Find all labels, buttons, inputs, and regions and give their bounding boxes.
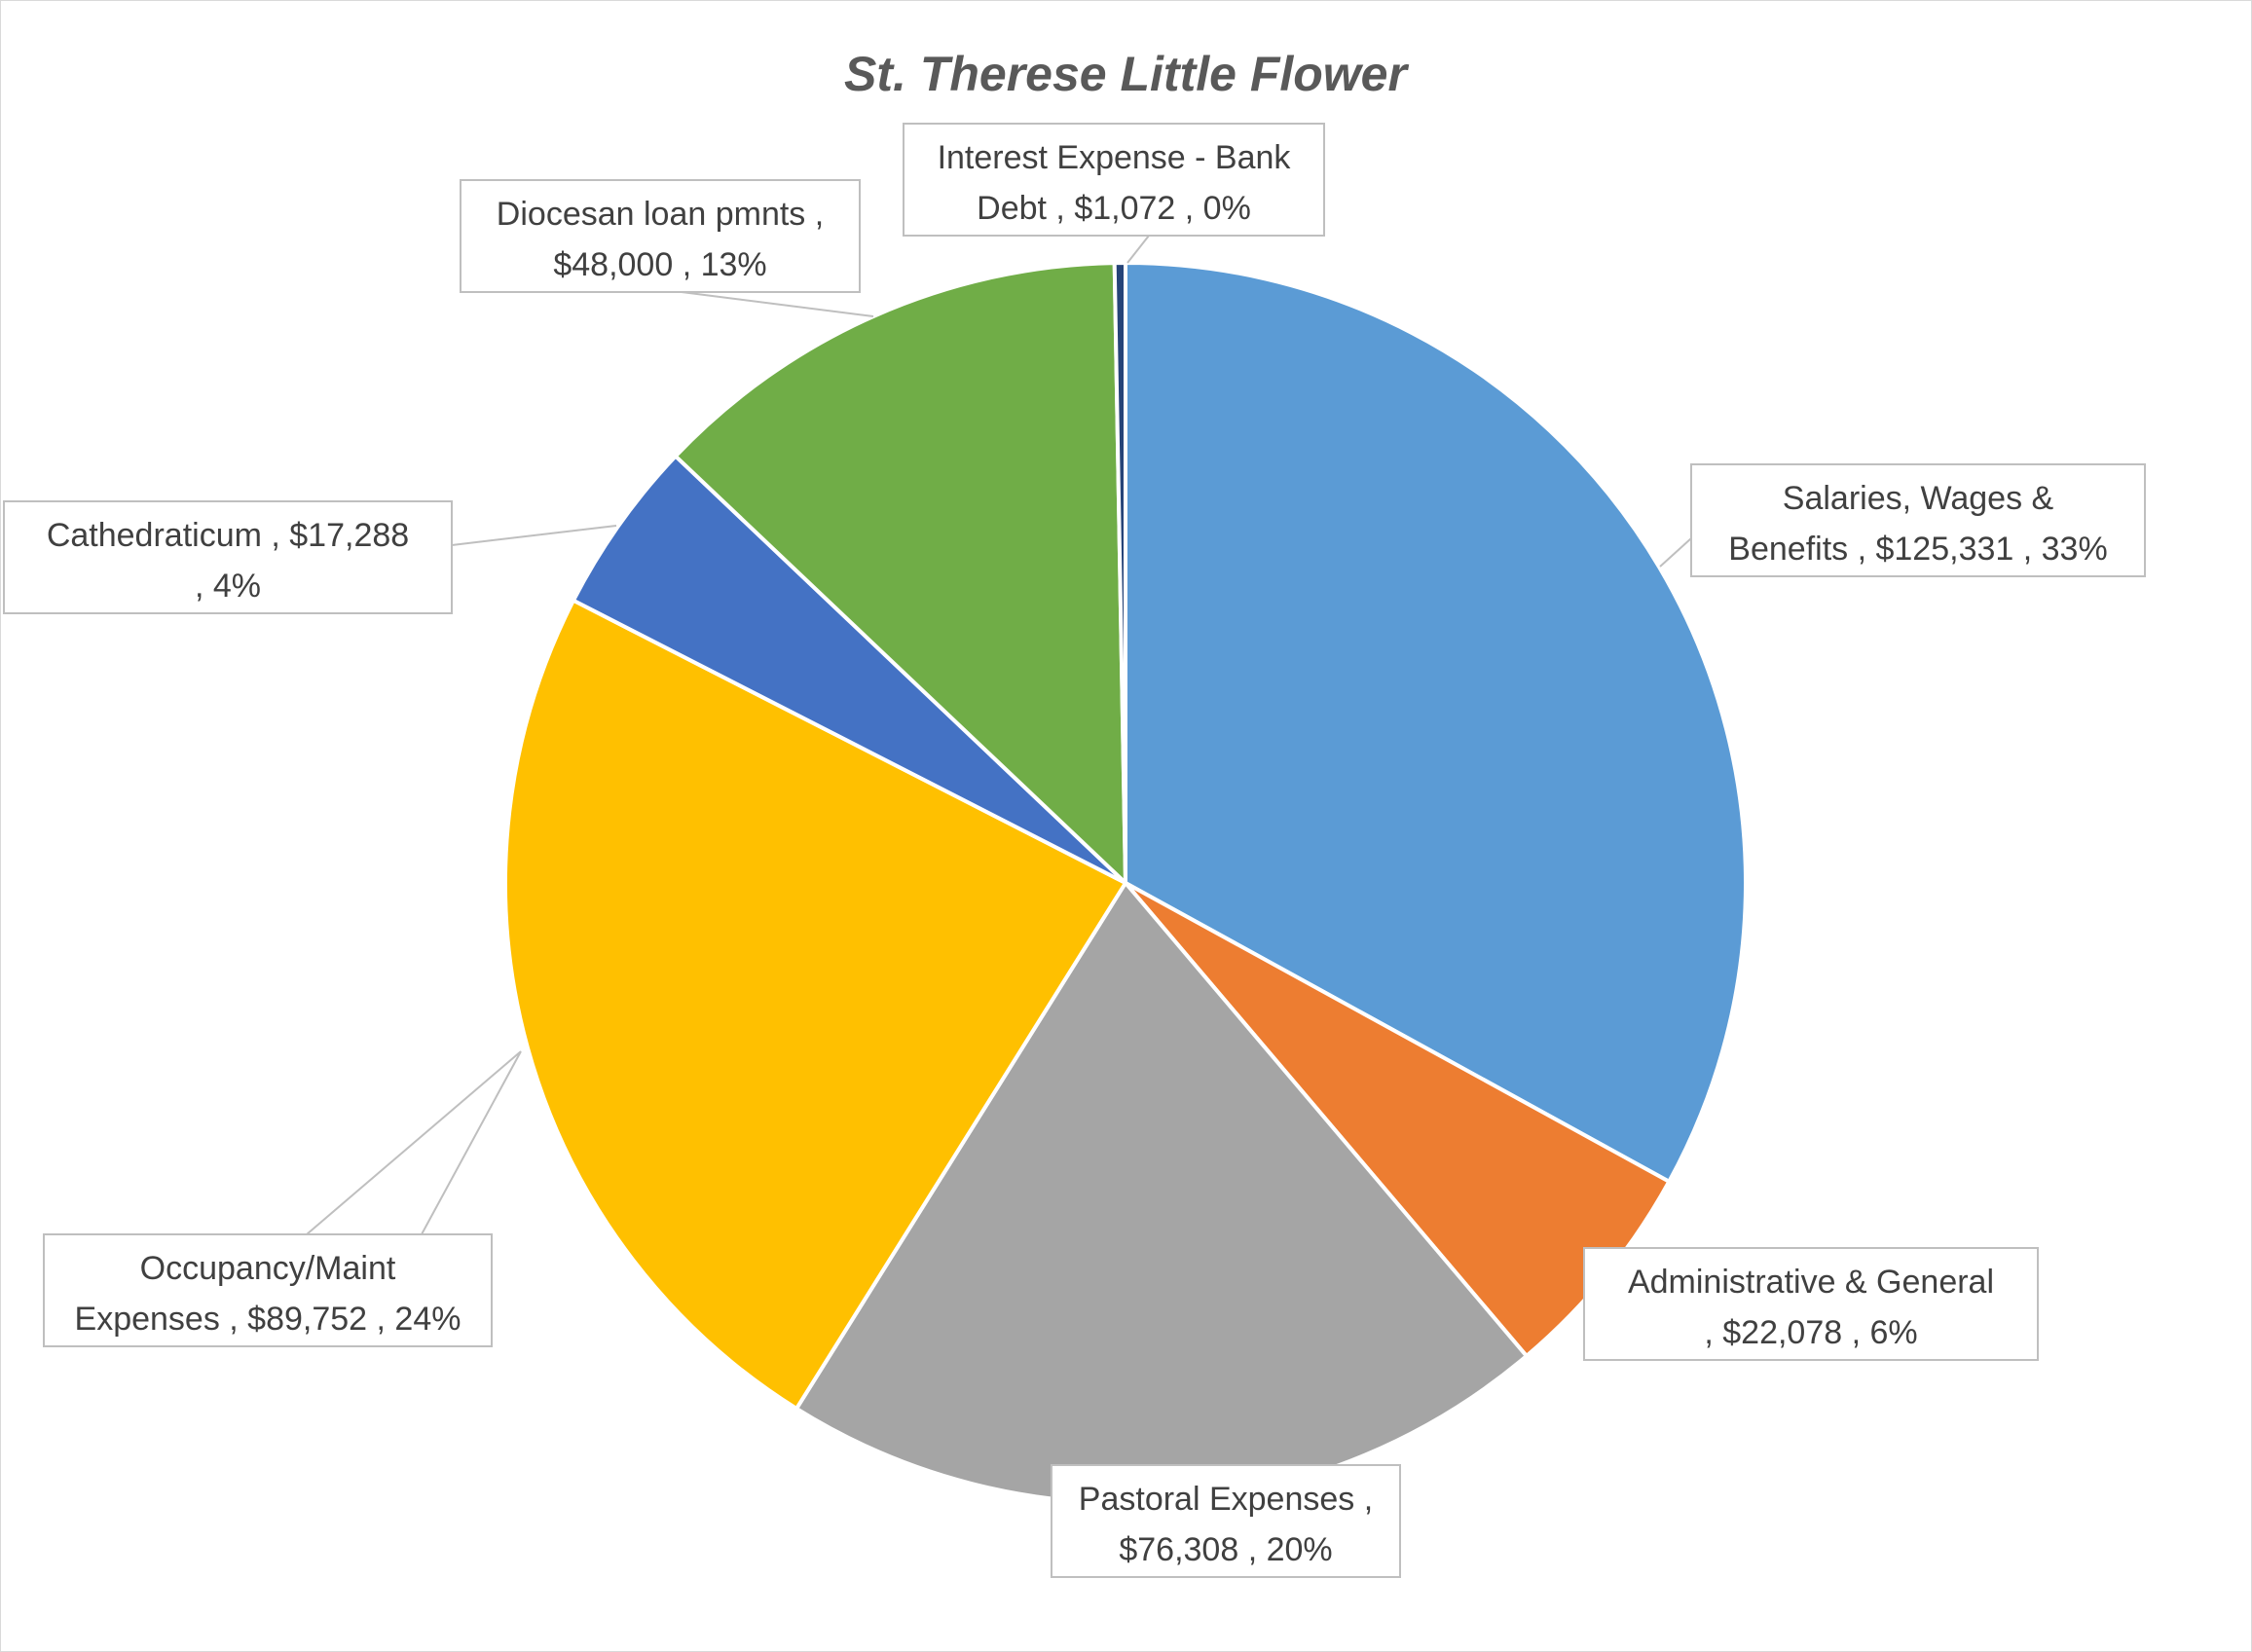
data-label-pastoral-expenses-line-1: Pastoral Expenses , — [1079, 1481, 1373, 1518]
data-label-cathedraticum-line-2: , 4% — [195, 568, 261, 605]
data-label-interest-expense-bank-debt-line-2: Debt , $1,072 , 0% — [977, 190, 1251, 227]
data-label-pastoral-expenses: Pastoral Expenses , $76,308 , 20% — [1051, 1464, 1401, 1578]
data-label-cathedraticum-box — [3, 500, 453, 614]
slice-salaries-wages-benefits — [1124, 260, 1748, 1185]
data-labels: Salaries, Wages & Benefits , $125,331 , 3… — [3, 123, 2146, 1578]
data-label-occupancy-maint-expenses-box — [43, 1233, 493, 1347]
data-label-interest-expense-bank-debt-box — [903, 123, 1325, 237]
slice-interest-expense-bank-debt — [1112, 260, 1127, 884]
data-label-salaries-wages-benefits-line-1: Salaries, Wages & — [1783, 480, 2054, 517]
data-label-administrative-general-box — [1583, 1247, 2039, 1361]
slice-occupancy-maint-expenses — [503, 598, 1128, 1412]
data-label-pastoral-expenses-line-2: $76,308 , 20% — [1119, 1531, 1332, 1568]
data-label-diocesan-loan-pmnts-line-2: $48,000 , 13% — [553, 246, 766, 283]
data-label-occupancy-maint-expenses-line-2: Expenses , $89,752 , 24% — [75, 1301, 461, 1338]
data-label-administrative-general-line-1: Administrative & General — [1628, 1264, 1994, 1301]
data-label-salaries-wages-benefits: Salaries, Wages & Benefits , $125,331 , 3… — [1690, 463, 2146, 577]
data-label-salaries-wages-benefits-leader — [1659, 537, 1692, 568]
data-label-cathedraticum-leader — [451, 525, 617, 546]
data-label-cathedraticum-line-1: Cathedraticum , $17,288 — [47, 517, 409, 554]
data-label-interest-expense-bank-debt: Interest Expense - Bank Debt , $1,072 , 0… — [903, 123, 1325, 237]
pie-slices — [503, 260, 1748, 1505]
data-label-occupancy-maint-expenses-leader — [304, 1050, 522, 1235]
data-label-interest-expense-bank-debt-leader — [1126, 235, 1150, 264]
data-label-occupancy-maint-expenses-line-1: Occupancy/Maint — [140, 1250, 396, 1287]
data-label-diocesan-loan-pmnts-leader — [681, 291, 874, 317]
slice-diocesan-loan-pmnts — [673, 261, 1128, 888]
data-label-pastoral-expenses-box — [1051, 1464, 1401, 1578]
data-label-salaries-wages-benefits-box — [1690, 463, 2146, 577]
data-label-salaries-wages-benefits-line-2: Benefits , $125,331 , 33% — [1728, 531, 2107, 568]
data-label-diocesan-loan-pmnts-line-1: Diocesan loan pmnts , — [497, 196, 824, 233]
data-label-administrative-general: Administrative & General , $22,078 , 6% — [1583, 1247, 2039, 1361]
data-label-diocesan-loan-pmnts: Diocesan loan pmnts , $48,000 , 13% — [460, 179, 861, 293]
slice-cathedraticum — [571, 453, 1127, 885]
data-label-cathedraticum: Cathedraticum , $17,288 , 4% — [3, 500, 453, 614]
data-label-interest-expense-bank-debt-line-1: Interest Expense - Bank — [938, 139, 1292, 176]
data-label-administrative-general-line-2: , $22,078 , 6% — [1704, 1314, 1917, 1351]
data-label-diocesan-loan-pmnts-box — [460, 179, 861, 293]
data-label-occupancy-maint-expenses: Occupancy/Maint Expenses , $89,752 , 24% — [43, 1233, 493, 1347]
chart-title: St. Therese Little Flower — [844, 47, 1409, 101]
